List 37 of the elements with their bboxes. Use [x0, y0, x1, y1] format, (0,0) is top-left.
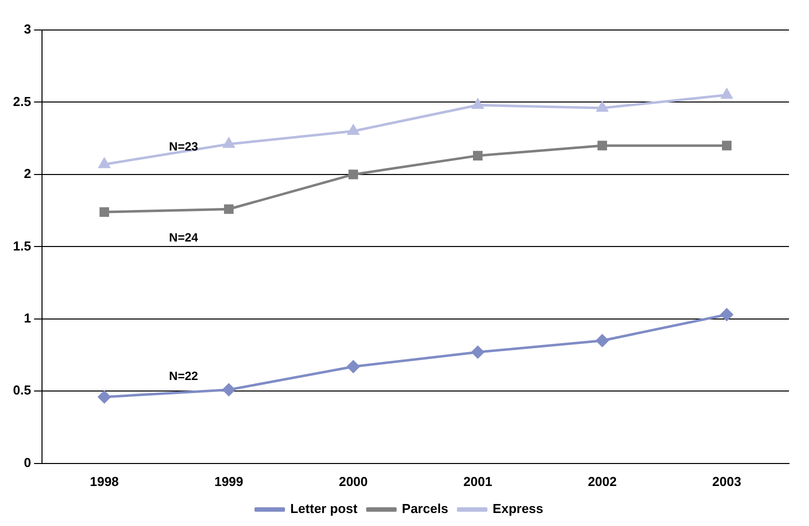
- x-tick-label: 2000: [338, 474, 368, 489]
- point: [98, 390, 111, 404]
- y-tick-label: 3: [24, 22, 32, 37]
- point: [348, 170, 358, 180]
- point: [223, 138, 234, 148]
- point: [596, 334, 609, 347]
- legend-label: Parcels: [402, 501, 448, 516]
- annotation: N=22: [169, 369, 198, 384]
- point: [98, 158, 110, 168]
- point: [472, 346, 484, 358]
- y-tick-label: 0.5: [12, 382, 32, 398]
- point: [472, 98, 484, 109]
- point: [720, 308, 734, 321]
- legend-label: Express: [492, 501, 544, 516]
- point: [721, 88, 732, 99]
- x-tick-label: 2002: [588, 474, 617, 489]
- point: [347, 360, 360, 373]
- y-tick-label: 1: [24, 310, 32, 326]
- point: [597, 140, 608, 150]
- x-tick-label: 1999: [214, 474, 244, 489]
- annotation: N=23: [169, 139, 198, 154]
- point: [224, 204, 234, 214]
- annotation: N=24: [169, 230, 198, 244]
- y-tick-label: 1.5: [12, 238, 32, 254]
- point: [222, 383, 236, 396]
- x-tick-label: 2001: [463, 474, 492, 489]
- point: [348, 124, 359, 135]
- x-tick-label: 2003: [712, 474, 742, 489]
- point: [472, 150, 483, 160]
- x-tick-label: 1998: [90, 474, 119, 489]
- point: [596, 102, 608, 112]
- y-tick-label: 2.5: [12, 94, 32, 109]
- y-tick-label: 0: [24, 454, 32, 470]
- y-tick-label: 2: [24, 166, 32, 182]
- point: [100, 207, 110, 217]
- legend-label: Letter post: [290, 501, 358, 516]
- point: [722, 140, 732, 150]
